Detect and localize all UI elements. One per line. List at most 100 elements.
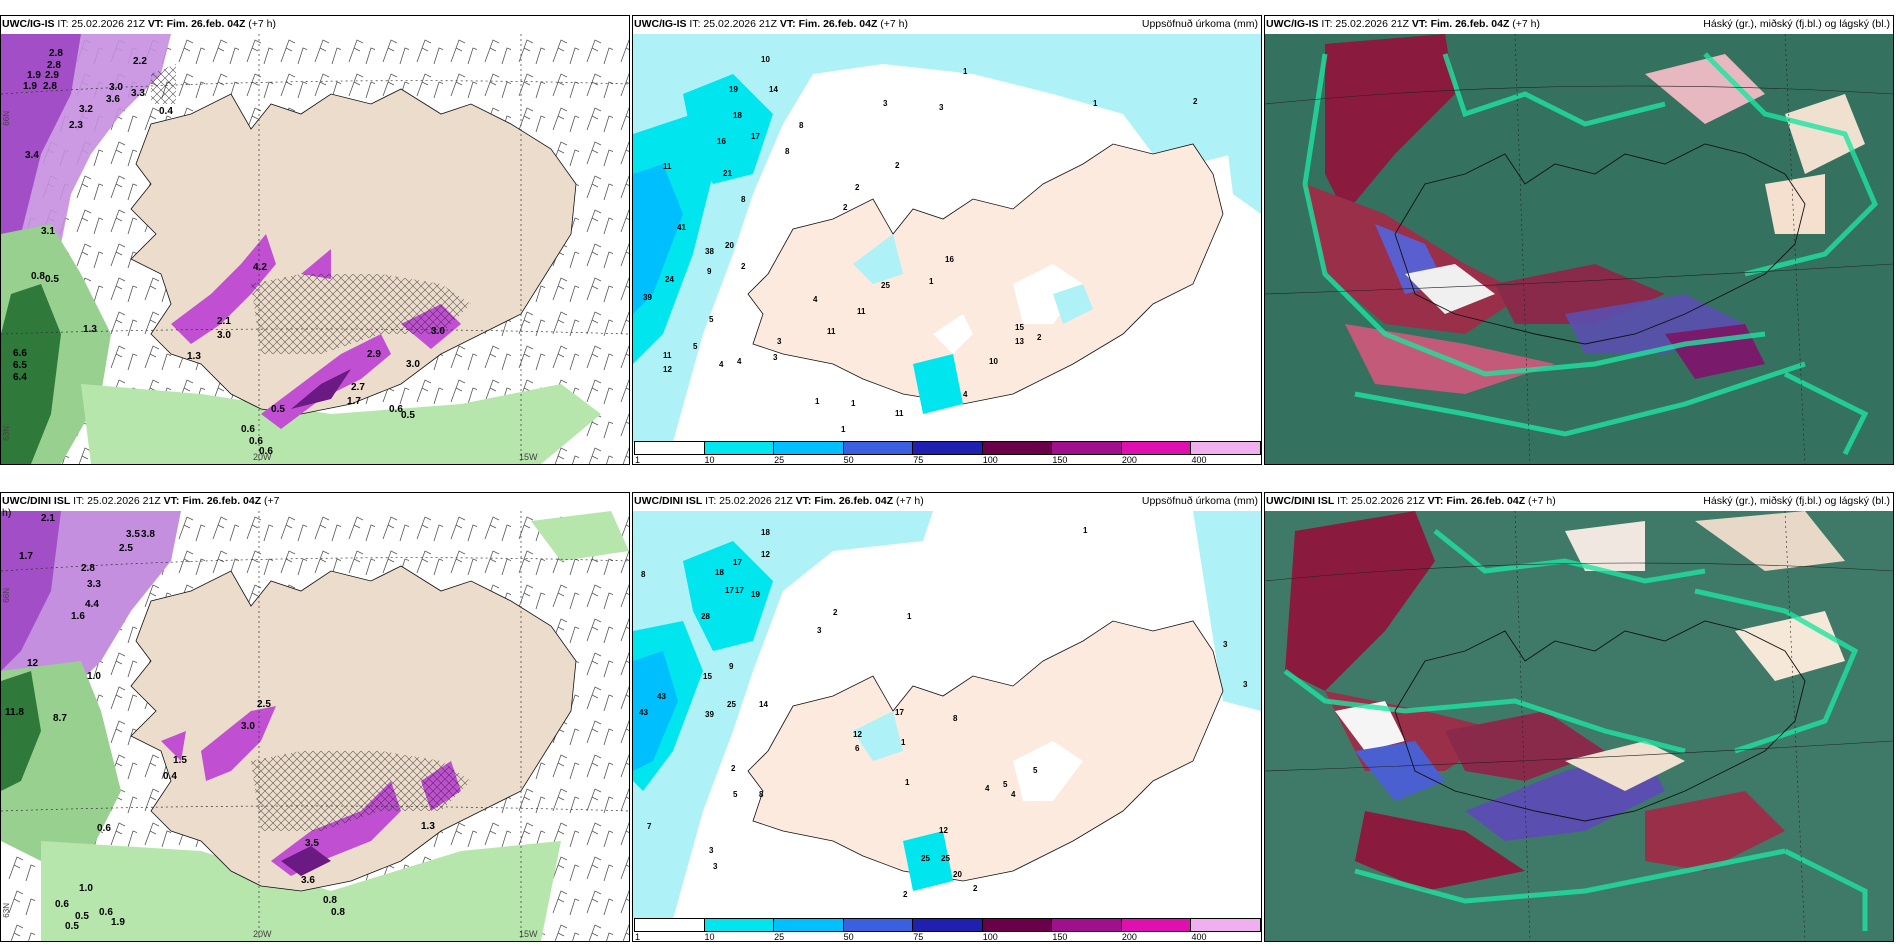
value-label: 43 [657, 692, 666, 701]
colorbar-label: 75 [913, 932, 924, 942]
value-label: 2.1 [217, 316, 231, 327]
value-label: 11 [857, 307, 866, 316]
colorbar-label: 25 [774, 455, 785, 465]
value-label: 0.8 [331, 907, 345, 918]
value-label: 1 [907, 612, 912, 621]
value-label: 3 [883, 99, 888, 108]
value-label: 8 [785, 147, 790, 156]
value-label: 1 [815, 397, 820, 406]
value-label: 3.2 [79, 104, 93, 115]
value-label: 2.9 [45, 70, 59, 81]
colorbar-label: 100 [982, 455, 998, 465]
value-label: 12 [761, 550, 770, 559]
value-label: 11 [827, 327, 836, 336]
colorbar-label: 10 [704, 455, 715, 465]
colorbar-segment [981, 918, 1053, 932]
colorbar-label: 200 [1121, 932, 1137, 942]
panel-subtitle: Háský (gr.), miðský (fj.bl.) og lágský (… [1703, 18, 1890, 30]
value-label: 17 [735, 586, 744, 595]
value-label: 16 [717, 137, 726, 146]
colorbar-segment [703, 441, 775, 455]
value-label: 41 [677, 223, 686, 232]
value-label: 3 [1243, 680, 1248, 689]
value-label: 2.3 [69, 120, 83, 131]
panel-title: UWC/DINI ISL IT: 25.02.2026 21Z VT: Fim.… [2, 495, 280, 519]
value-label: 11 [895, 409, 904, 418]
value-label: 11 [663, 162, 672, 171]
value-label: 2 [903, 890, 908, 899]
colorbar-segment [1051, 441, 1122, 455]
value-label: 3.0 [406, 359, 420, 370]
value-label: 17 [895, 708, 904, 717]
map-accumulated-precip: 10 14 19 18 17 16 11 8 8 8 21 41 38 20 2… [633, 34, 1261, 442]
value-label: 1 [929, 277, 934, 286]
colorbar-segment [1120, 441, 1192, 455]
value-label: 12 [663, 365, 672, 374]
colorbar-segment [912, 441, 983, 455]
value-label: 3.5 [126, 529, 140, 540]
colorbar-label: 150 [1052, 455, 1068, 465]
panel-subtitle: Uppsöfnuð úrkoma (mm) [1141, 495, 1258, 507]
colorbar-segment [634, 918, 705, 932]
value-label: 3.8 [141, 529, 155, 540]
value-label: 2 [973, 884, 978, 893]
colorbar: 1 10 25 50 75 100 150 200 400 [634, 441, 1261, 465]
colorbar-segment [1190, 918, 1261, 932]
value-label: 0.6 [389, 404, 403, 415]
value-label: 8 [953, 714, 958, 723]
value-label: 4 [737, 357, 742, 366]
colorbar-label: 50 [843, 455, 854, 465]
value-label: 0.6 [249, 436, 263, 447]
value-label: 3.6 [106, 94, 120, 105]
value-label: 4 [985, 784, 990, 793]
lon-label: 20W [253, 452, 272, 462]
value-label: 38 [705, 247, 714, 256]
panel-dini-accumulated-precip: UWC/DINI ISL IT: 25.02.2026 21Z VT: Fim.… [632, 492, 1262, 942]
value-label: 2.5 [119, 543, 133, 554]
value-label: 7 [647, 822, 652, 831]
value-label: 4.4 [85, 599, 99, 610]
value-label: 25 [941, 854, 950, 863]
value-label: 15 [1015, 323, 1024, 332]
value-label: 0.5 [401, 410, 415, 421]
value-label: 2 [895, 161, 900, 170]
value-label: 1 [1083, 526, 1088, 535]
map-accumulated-precip: 18 17 12 18 19 17 17 28 8 15 43 43 25 14… [633, 511, 1261, 919]
colorbar: 1 10 25 50 75 100 150 200 400 [634, 918, 1261, 942]
value-label: 8.7 [53, 713, 67, 724]
colorbar-segment [1190, 441, 1261, 455]
value-label: 4 [1011, 790, 1016, 799]
value-label: 5 [693, 342, 698, 351]
panel-igis-precip-wind: UWC/IG-IS IT: 25.02.2026 21Z VT: Fim. 26… [0, 15, 630, 465]
value-label: 5 [733, 790, 738, 799]
iceland-land [747, 620, 1224, 882]
value-label: 3 [709, 846, 714, 855]
value-label: 13 [1015, 337, 1024, 346]
value-label: 1.3 [421, 821, 435, 832]
colorbar-segment [981, 441, 1053, 455]
colorbar-label: 25 [774, 932, 785, 942]
value-label: 2 [741, 262, 746, 271]
value-label: 3.0 [241, 721, 255, 732]
value-label: 3 [713, 862, 718, 871]
value-label: 14 [769, 85, 778, 94]
value-label: 0.5 [45, 274, 59, 285]
value-label: 3.1 [41, 226, 55, 237]
value-label: 12 [853, 730, 862, 739]
value-label: 3 [817, 626, 822, 635]
lon-label: 15W [519, 929, 538, 939]
colorbar-label: 50 [843, 932, 854, 942]
panel-igis-clouds: UWC/IG-IS IT: 25.02.2026 21Z VT: Fim. 26… [1264, 15, 1894, 465]
value-label: 12 [939, 826, 948, 835]
colorbar-label: 10 [704, 932, 715, 942]
colorbar-segment [1051, 918, 1122, 932]
value-label: 0.5 [75, 911, 89, 922]
value-label: 1 [841, 425, 846, 434]
value-label: 2.8 [47, 60, 61, 71]
value-label: 17 [751, 132, 760, 141]
panel-title: UWC/DINI ISL IT: 25.02.2026 21Z VT: Fim.… [634, 495, 924, 507]
panel-subtitle: Uppsöfnuð úrkoma (mm) [1141, 18, 1258, 30]
value-label: 1.3 [83, 324, 97, 335]
value-label: 6 [855, 744, 860, 753]
value-label: 1.6 [71, 611, 85, 622]
